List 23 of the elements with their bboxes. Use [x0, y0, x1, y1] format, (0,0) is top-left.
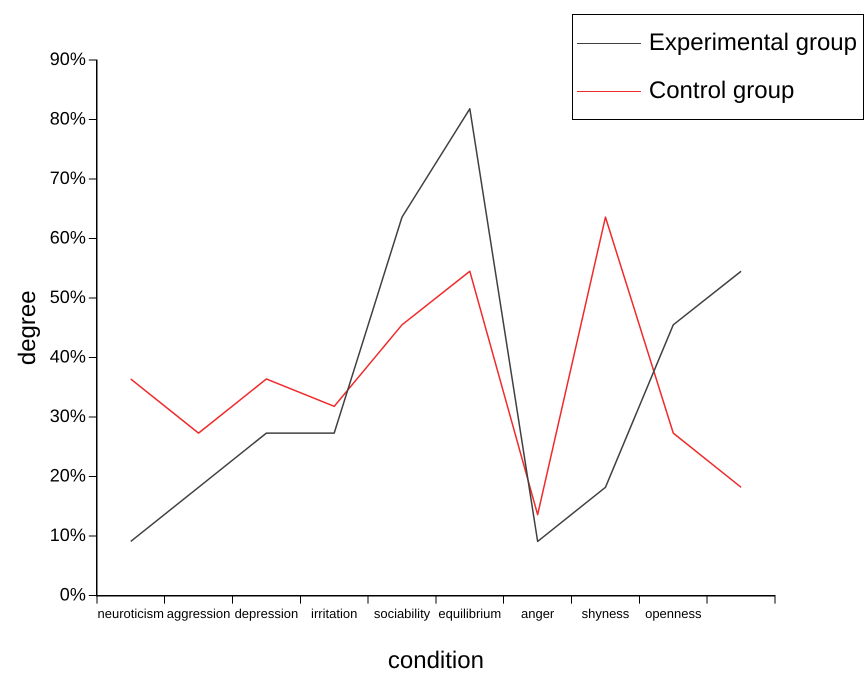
y-tick-label: 70% [50, 168, 86, 188]
legend-label: Experimental group [648, 29, 857, 57]
y-tick-label: 50% [50, 287, 86, 308]
y-tick-label: 0% [60, 584, 86, 605]
x-tick-label: irritation [311, 606, 358, 621]
x-tick-label: depression [234, 606, 298, 621]
y-axis-title: degree [14, 290, 42, 366]
y-tick-label: 10% [50, 525, 86, 546]
legend-label: Control group [648, 77, 794, 105]
y-tick-label: 80% [50, 108, 86, 128]
x-tick-label: aggression [166, 606, 230, 621]
x-tick-label: anger [521, 606, 555, 621]
x-tick-label: sociability [374, 606, 431, 621]
y-tick-label: 60% [50, 228, 86, 248]
y-tick-label: 30% [50, 406, 86, 426]
y-tick-label: 90% [50, 48, 86, 69]
x-tick-label: equilibrium [438, 606, 502, 621]
y-tick-label: 40% [50, 346, 86, 367]
y-tick-label: 20% [50, 466, 86, 486]
x-tick-label: neuroticism [98, 606, 164, 621]
x-axis-title: condition [388, 647, 484, 674]
x-tick-label: shyness [582, 606, 630, 621]
x-tick-label: openness [645, 606, 702, 621]
